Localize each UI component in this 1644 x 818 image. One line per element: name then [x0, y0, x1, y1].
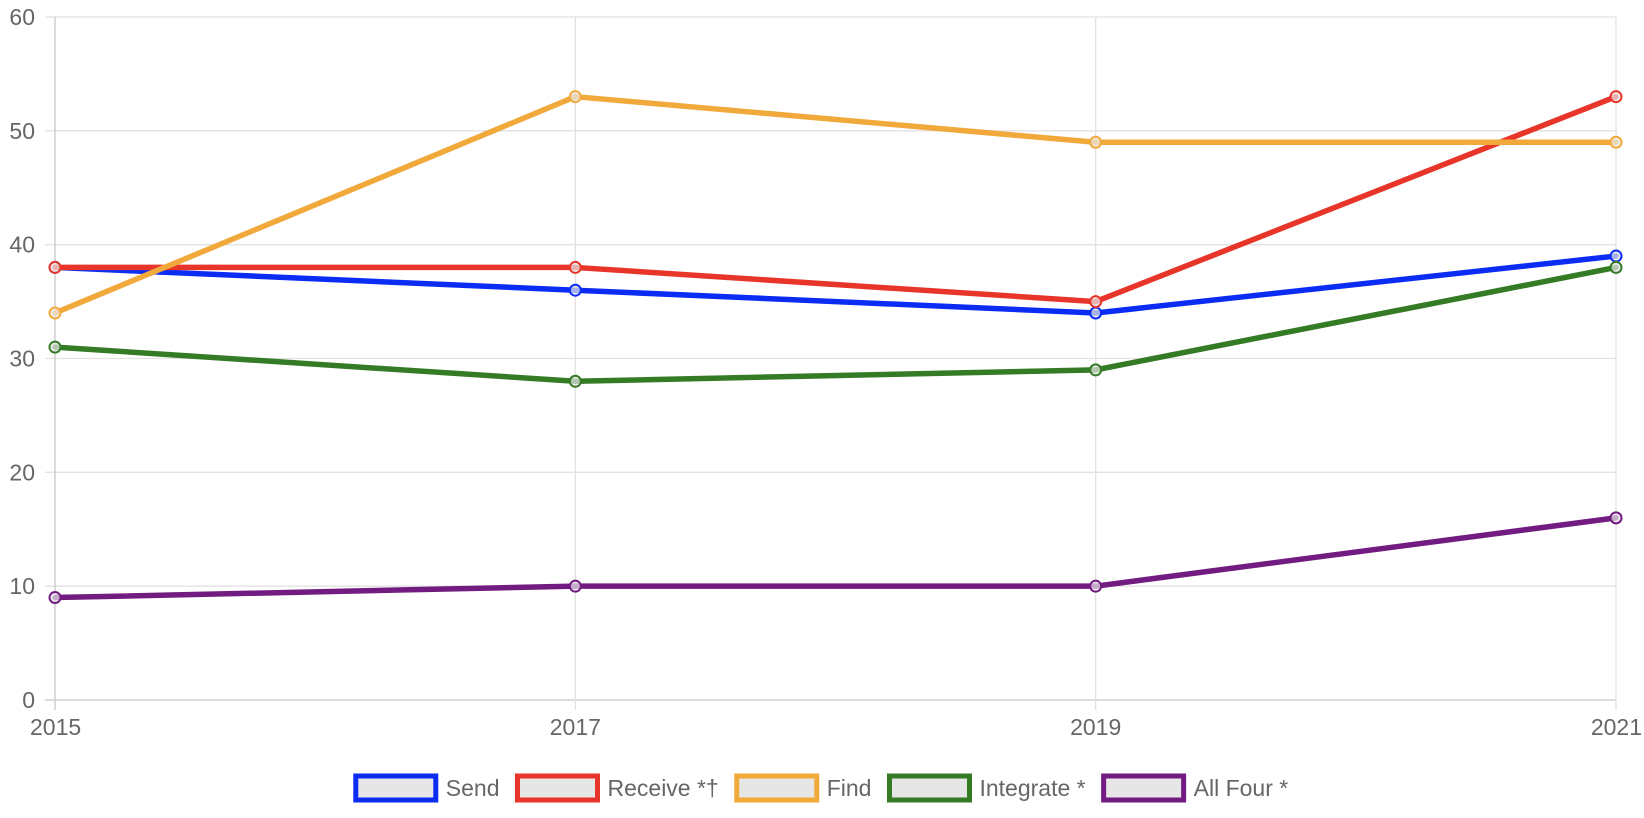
legend-label: Integrate *	[979, 775, 1085, 801]
data-point-find	[1609, 135, 1623, 149]
data-point-find	[1089, 135, 1103, 149]
axes: 0 10 20 30 40 50 60 2015 2017 2019 2021	[9, 4, 1642, 740]
legend-item-send: Send	[353, 773, 500, 803]
legend-swatch	[353, 773, 439, 803]
legend-item-receive: Receive *†	[515, 773, 719, 803]
legend-swatch	[734, 773, 820, 803]
series-line-find	[52, 93, 1619, 316]
legend-item-find: Find	[734, 773, 872, 803]
y-tick-label: 40	[9, 232, 35, 258]
data-point-send	[568, 283, 582, 297]
legend-label: Find	[827, 775, 872, 801]
x-tick-label: 2015	[30, 714, 81, 740]
data-point-send	[1089, 306, 1103, 320]
data-point-receive	[1609, 90, 1623, 104]
legend: Send Receive *† Find Integrate * All Four *	[353, 773, 1289, 803]
series-line-send	[52, 253, 1619, 316]
legend-item-integrate: Integrate *	[886, 773, 1086, 803]
legend-label: Send	[446, 775, 500, 801]
data-point-all-four	[1609, 511, 1623, 525]
legend-swatch	[515, 773, 600, 803]
legend-item-all-four: All Four *	[1101, 773, 1289, 803]
data-point-integrate	[568, 374, 582, 388]
y-tick-label: 50	[9, 118, 35, 144]
legend-swatch	[886, 773, 972, 803]
data-point-all-four	[1089, 579, 1103, 593]
legend-label: All Four *	[1194, 775, 1289, 801]
data-point-receive	[48, 260, 62, 274]
data-point-all-four	[568, 579, 582, 593]
y-tick-label: 60	[9, 4, 35, 30]
series-line-integrate	[52, 264, 1619, 385]
data-point-receive	[568, 260, 582, 274]
data-point-integrate	[48, 340, 62, 354]
data-point-all-four	[48, 591, 62, 605]
data-point-send	[1609, 249, 1623, 263]
data-point-integrate	[1089, 363, 1103, 377]
y-tick-label: 10	[9, 573, 35, 599]
series-line-all-four	[52, 515, 1619, 601]
y-tick-label: 20	[9, 459, 35, 485]
x-tick-label: 2019	[1070, 714, 1121, 740]
y-tick-label: 0	[22, 687, 35, 713]
data-point-find	[48, 306, 62, 320]
y-tick-label: 30	[9, 346, 35, 372]
data-point-find	[568, 90, 582, 104]
x-tick-label: 2021	[1591, 714, 1642, 740]
legend-swatch	[1101, 773, 1187, 803]
series-line-receive	[52, 93, 1619, 305]
series-lines	[48, 90, 1623, 605]
x-tick-label: 2017	[550, 714, 601, 740]
legend-label: Receive *†	[608, 775, 719, 801]
data-point-integrate	[1609, 260, 1623, 274]
gridlines	[45, 16, 1617, 710]
data-point-receive	[1089, 295, 1103, 309]
